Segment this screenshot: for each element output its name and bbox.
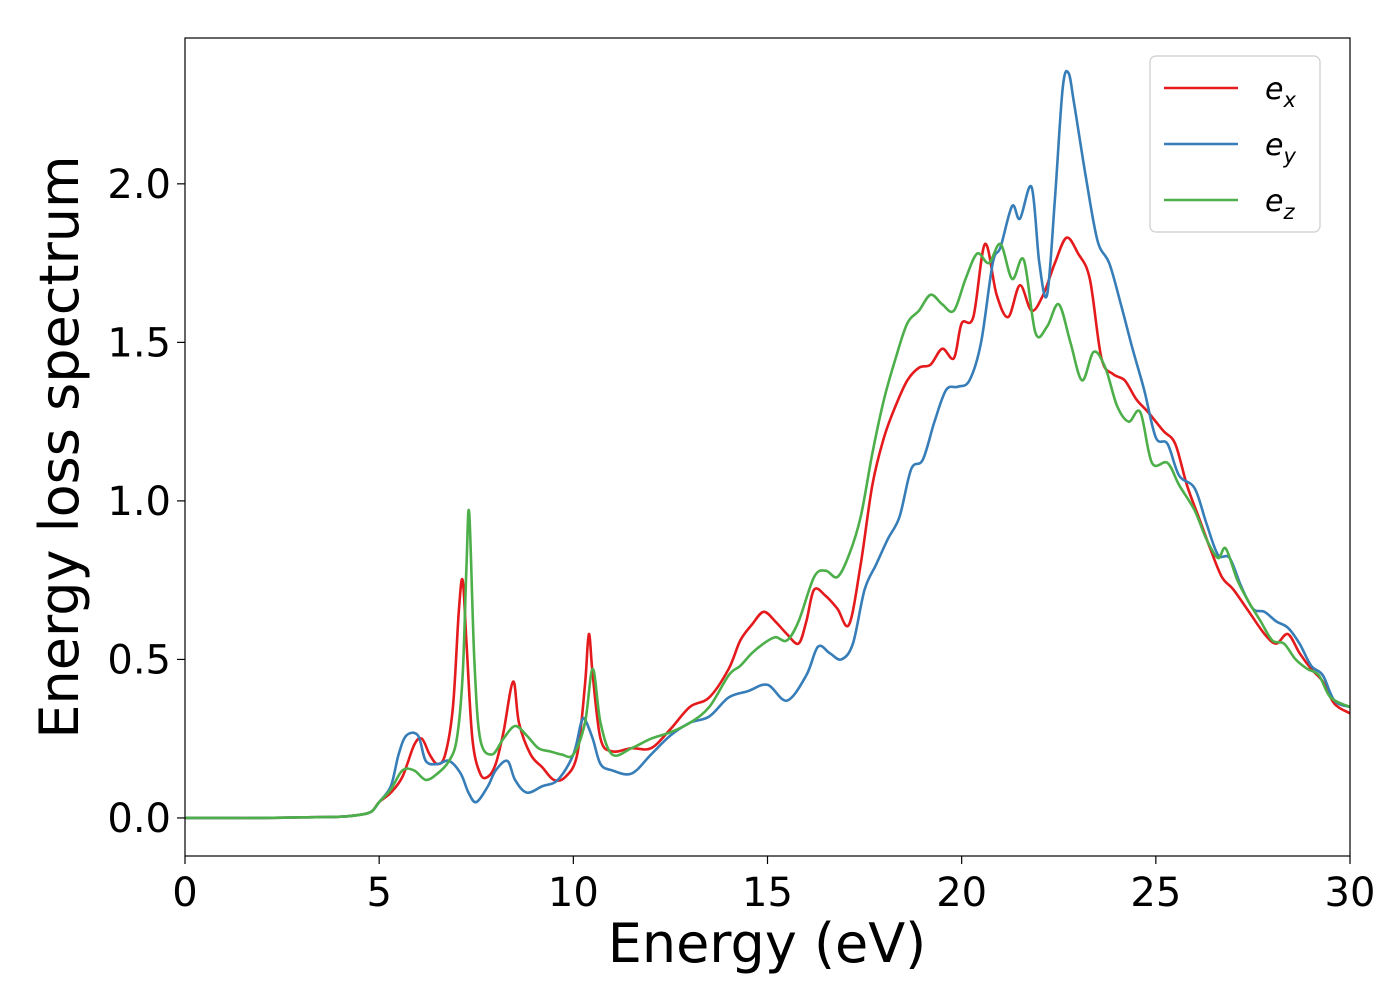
legend-subscript: z — [1282, 200, 1295, 224]
x-axis-title: Energy (eV) — [608, 912, 927, 975]
legend-subscript: x — [1282, 88, 1296, 112]
x-tick-label: 5 — [366, 870, 391, 916]
x-tick-label: 10 — [548, 870, 599, 916]
y-axis-title: Energy loss spectrum — [28, 155, 91, 738]
y-tick-label: 0.5 — [107, 637, 171, 683]
series-line-e-z — [185, 242, 1350, 820]
y-tick-label: 1.5 — [107, 320, 171, 366]
legend-label: ey — [1265, 128, 1296, 168]
x-tick-label: 0 — [172, 870, 197, 916]
legend-subscript: y — [1282, 144, 1296, 168]
x-tick-label: 20 — [936, 870, 987, 916]
series-line-e-y — [185, 69, 1350, 820]
legend-label: ex — [1265, 72, 1296, 112]
x-tick-label: 30 — [1325, 870, 1376, 916]
x-tick-label: 15 — [742, 870, 793, 916]
y-axis-ticks: 0.0 0.5 1.0 1.5 2.0 — [107, 162, 185, 842]
x-tick-label: 25 — [1130, 870, 1181, 916]
y-tick-label: 0.0 — [107, 796, 171, 842]
series-line-e-x — [185, 236, 1350, 820]
y-tick-label: 2.0 — [107, 162, 171, 208]
y-tick-label: 1.0 — [107, 479, 171, 525]
series-layer — [185, 69, 1350, 820]
x-axis-ticks: 0 5 10 15 20 25 30 — [172, 856, 1375, 916]
